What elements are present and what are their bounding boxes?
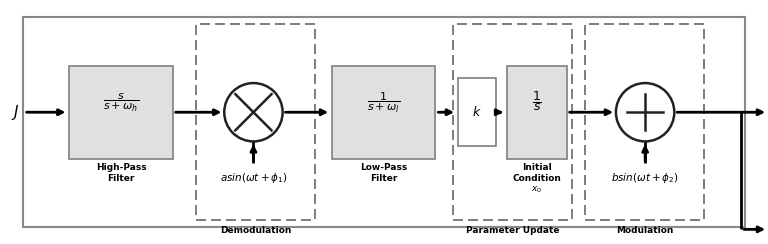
Text: $k$: $k$ xyxy=(472,105,482,119)
Text: $J$: $J$ xyxy=(11,103,19,122)
Text: $b\mathit{sin}(\omega t+\phi_2)$: $b\mathit{sin}(\omega t+\phi_2)$ xyxy=(611,171,679,185)
Text: $a\mathit{sin}(\omega t+\phi_1)$: $a\mathit{sin}(\omega t+\phi_1)$ xyxy=(220,171,287,185)
Text: Parameter Update: Parameter Update xyxy=(466,226,559,235)
Bar xyxy=(507,66,567,159)
Bar xyxy=(585,24,704,220)
Text: High-Pass
Filter: High-Pass Filter xyxy=(96,163,146,183)
Text: Demodulation: Demodulation xyxy=(220,226,291,235)
Bar xyxy=(23,17,745,227)
Bar xyxy=(332,66,435,159)
Ellipse shape xyxy=(616,83,674,142)
Text: $\dfrac{s}{s+\omega_h}$: $\dfrac{s}{s+\omega_h}$ xyxy=(103,92,139,114)
Ellipse shape xyxy=(224,83,283,142)
Text: Modulation: Modulation xyxy=(616,226,674,235)
Text: Initial
Condition
$x_0$: Initial Condition $x_0$ xyxy=(512,163,561,195)
Text: $\dfrac{1}{s+\omega_l}$: $\dfrac{1}{s+\omega_l}$ xyxy=(367,91,400,115)
Bar xyxy=(458,78,496,146)
Text: $\dfrac{1}{s}$: $\dfrac{1}{s}$ xyxy=(532,89,541,113)
Bar xyxy=(69,66,173,159)
Bar xyxy=(196,24,315,220)
Text: Low-Pass
Filter: Low-Pass Filter xyxy=(360,163,407,183)
Bar xyxy=(453,24,572,220)
